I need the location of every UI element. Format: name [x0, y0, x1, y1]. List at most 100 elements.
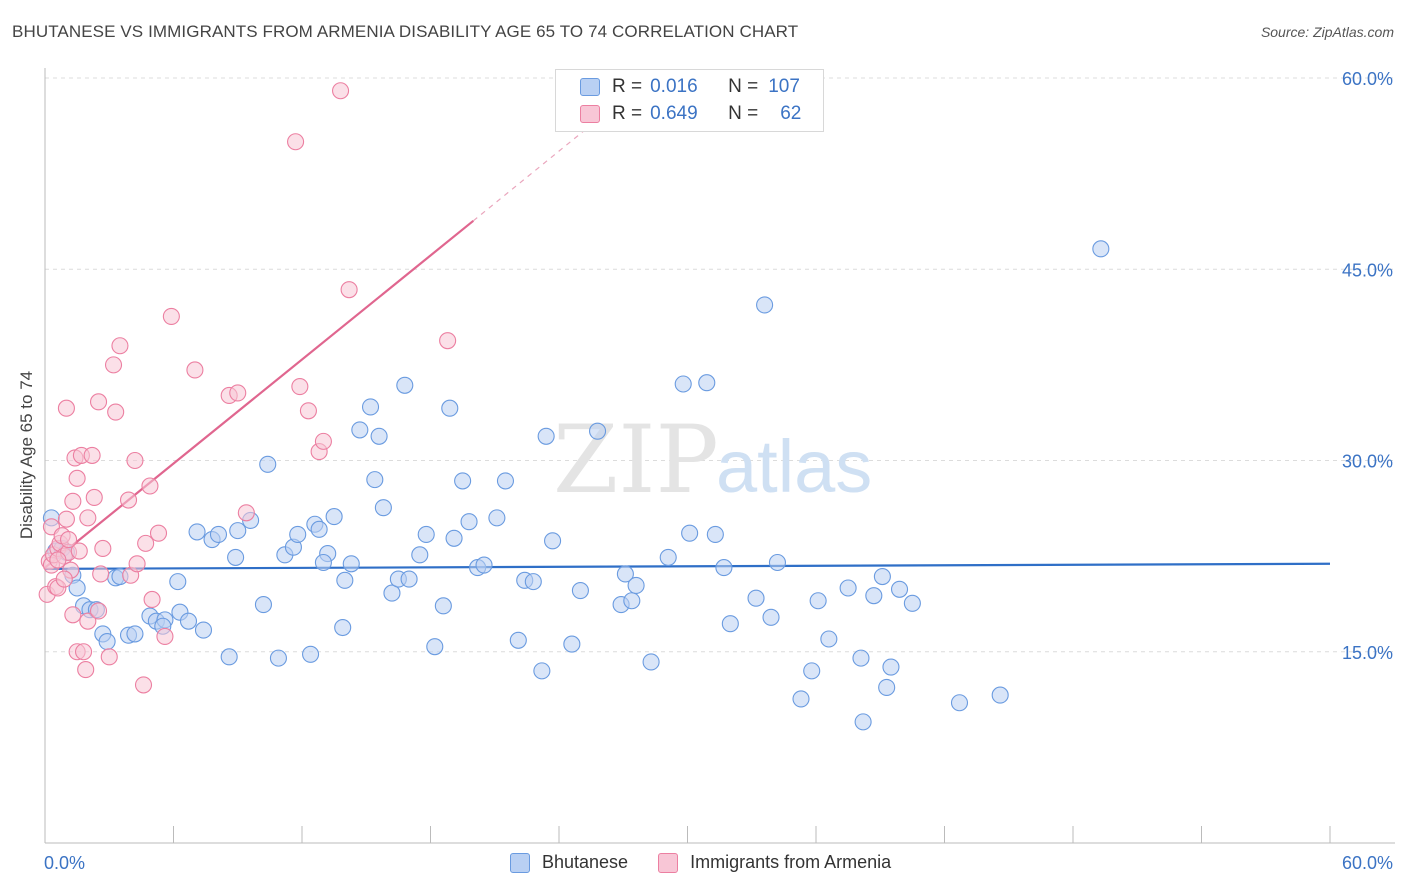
y-axis-label: Disability Age 65 to 74 — [17, 370, 36, 540]
bhutanese-point — [681, 524, 699, 542]
legend-n-label: N = — [728, 76, 759, 97]
bhutanese-point — [366, 471, 384, 489]
bhutanese-point — [325, 508, 343, 526]
armenia-point — [141, 477, 159, 495]
bhutanese-point — [588, 422, 607, 440]
legend-item-bhutanese: Bhutanese — [510, 852, 628, 873]
bhutanese-point — [383, 584, 401, 602]
bhutanese-point — [361, 398, 380, 416]
y-tick-label: 60.0% — [1342, 69, 1393, 89]
bhutanese-point — [289, 525, 307, 544]
bhutanese-point — [194, 621, 213, 639]
bhutanese-point — [809, 592, 827, 610]
armenia-point — [439, 332, 457, 350]
bhutanese-point — [623, 592, 641, 610]
legend-item-armenia: Immigrants from Armenia — [658, 852, 891, 873]
bhutanese-point — [374, 499, 392, 517]
bhutanese-point — [68, 579, 86, 597]
armenia-point — [340, 281, 358, 299]
watermark: ZIP atlas — [553, 406, 872, 515]
bhutanese-point — [227, 548, 245, 566]
bhutanese-point — [220, 648, 238, 666]
bhutanese-point — [878, 678, 896, 697]
bhutanese-point — [890, 580, 909, 598]
armenia-point — [229, 384, 247, 402]
bhutanese-point — [747, 589, 765, 607]
armenia-point — [89, 393, 108, 411]
bhutanese-point — [400, 570, 418, 588]
legend-n-value: 107 — [768, 76, 800, 97]
legend-r-value: 0.649 — [650, 103, 698, 124]
bhutanese-point — [642, 653, 660, 671]
legend-swatch-armenia — [580, 105, 600, 123]
armenia-point — [75, 643, 93, 661]
bhutanese-point — [441, 399, 459, 417]
armenia-point — [64, 606, 82, 624]
bhutanese-point — [314, 553, 332, 572]
legend-n-label: N = — [728, 103, 759, 124]
bhutanese-point — [334, 618, 352, 637]
armenia-point — [299, 402, 317, 420]
bhutanese-point — [524, 573, 542, 591]
bhutanese-point — [873, 567, 891, 586]
bhutanese-point — [259, 455, 277, 473]
legend-swatch-bhutanese — [510, 852, 530, 873]
chart-title: BHUTANESE VS IMMIGRANTS FROM ARMENIA DIS… — [12, 22, 799, 41]
bhutanese-point — [715, 559, 733, 577]
bhutanese-point — [903, 594, 921, 612]
armenia-point — [156, 627, 174, 646]
armenia-point — [57, 510, 75, 528]
armenia-point — [55, 570, 73, 588]
data-points — [38, 82, 1110, 731]
bhutanese-point — [852, 649, 870, 667]
y-tick-label: 45.0% — [1342, 260, 1393, 280]
armenia-trend-line — [44, 219, 475, 569]
bhutanese-point — [706, 525, 724, 544]
bhutanese-point — [563, 635, 581, 653]
bhutanese-point — [411, 546, 429, 564]
armenia-point — [83, 446, 101, 464]
bhutanese-point — [571, 581, 589, 600]
bhutanese-point — [396, 376, 414, 394]
x-tick-label: 60.0% — [1342, 853, 1393, 873]
bhutanese-point — [792, 690, 810, 708]
bhutanese-point — [496, 472, 515, 490]
bhutanese-point — [426, 638, 444, 656]
bhutanese-point — [854, 713, 872, 731]
armenia-point — [57, 399, 75, 417]
legend-r-value: 0.016 — [650, 76, 698, 97]
armenia-point — [85, 488, 103, 507]
bhutanese-point — [454, 472, 472, 490]
armenia-point — [287, 133, 305, 151]
bhutanese-point — [839, 579, 857, 597]
y-tick-label: 15.0% — [1342, 643, 1393, 663]
bhutanese-point — [991, 686, 1009, 704]
bhutanese-point — [460, 513, 478, 531]
bhutanese-point — [179, 612, 198, 630]
legend-n-value: 62 — [780, 103, 802, 124]
bhutanese-point — [803, 662, 821, 680]
armenia-point — [137, 534, 155, 552]
bhutanese-point — [698, 374, 716, 392]
bhutanese-point — [370, 427, 388, 445]
legend-row-bhutanese: R = 0.016 N = 107 — [580, 76, 800, 98]
armenia-point — [331, 82, 350, 100]
bhutanese-point — [768, 553, 787, 572]
bhutanese-point — [659, 548, 677, 566]
armenia-point — [79, 509, 97, 527]
armenia-point — [111, 337, 129, 355]
armenia-point — [79, 612, 97, 630]
armenia-point — [68, 469, 86, 487]
tick-labels: 15.0% 30.0% 45.0% 60.0% 0.0% 60.0% — [44, 69, 1393, 873]
armenia-point — [70, 542, 88, 560]
armenia-point — [64, 492, 82, 510]
armenia-point — [143, 590, 161, 609]
legend-row-armenia: R = 0.649 N = 62 — [580, 103, 801, 125]
bhutanese-point — [434, 597, 452, 615]
bhutanese-point — [509, 631, 527, 649]
bhutanese-point — [342, 555, 360, 573]
armenia-point — [104, 356, 123, 374]
bhutanese-point — [336, 571, 354, 589]
armenia-point — [291, 377, 309, 396]
